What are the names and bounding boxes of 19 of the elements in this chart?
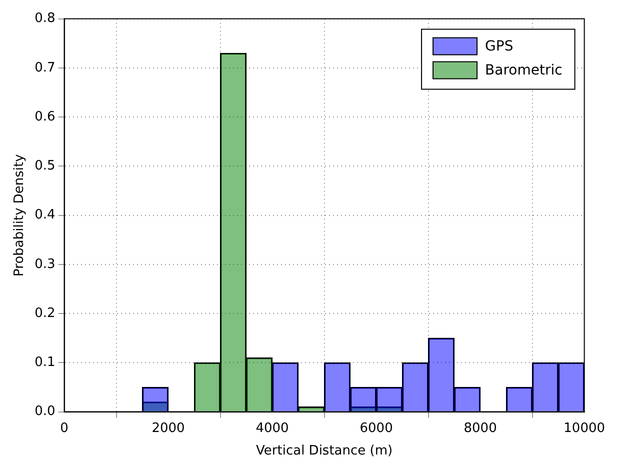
legend-label: GPS bbox=[485, 38, 514, 54]
x-tick-label: 8000 bbox=[464, 420, 497, 436]
y-tick-label: 0.8 bbox=[34, 11, 56, 26]
y-tick-label: 0.4 bbox=[34, 208, 56, 223]
y-tick-label: 0.1 bbox=[34, 355, 56, 370]
y-tick-label: 0.0 bbox=[34, 404, 56, 420]
y-axis-title: Probability Density bbox=[12, 154, 28, 276]
x-tick-label: 2000 bbox=[152, 420, 185, 436]
y-tick-label: 0.5 bbox=[34, 158, 56, 174]
y-tick-label: 0.6 bbox=[34, 109, 56, 124]
x-tick-label: 6000 bbox=[360, 420, 393, 436]
y-tick-label: 0.3 bbox=[34, 256, 56, 272]
legend-label: Barometric bbox=[485, 62, 562, 78]
y-tick-label: 0.7 bbox=[34, 60, 56, 76]
x-axis-title: Vertical Distance (m) bbox=[256, 444, 393, 459]
x-tick-label: 10000 bbox=[564, 420, 605, 436]
x-tick-label: 0 bbox=[60, 420, 68, 436]
x-tick-label: 4000 bbox=[256, 420, 289, 436]
y-tick-label: 0.2 bbox=[34, 306, 56, 321]
